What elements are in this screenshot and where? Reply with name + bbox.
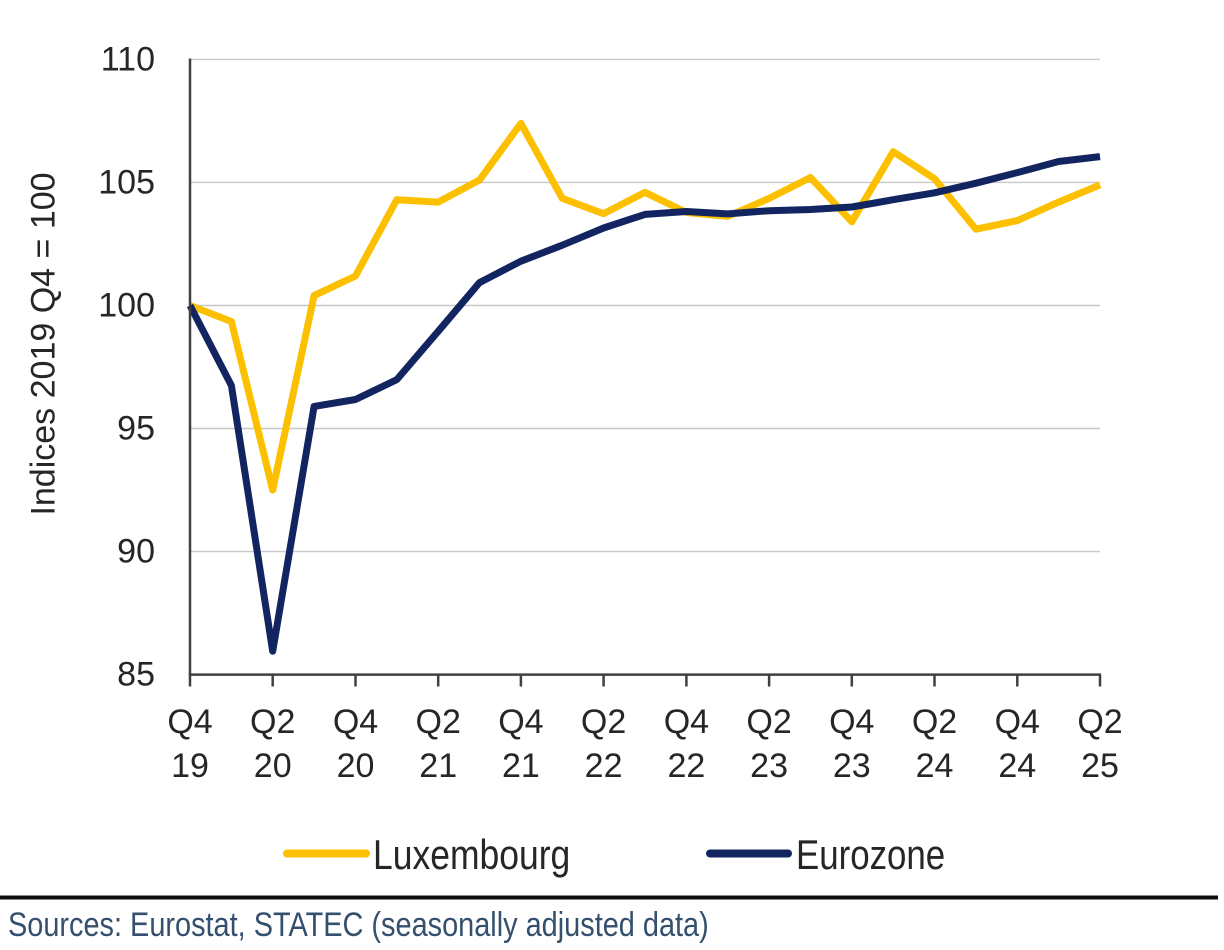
svg-text:Eurozone: Eurozone bbox=[796, 832, 945, 879]
svg-text:25: 25 bbox=[1081, 747, 1119, 785]
svg-text:Q2: Q2 bbox=[746, 703, 791, 741]
svg-text:Q2: Q2 bbox=[581, 703, 626, 741]
svg-text:19: 19 bbox=[171, 747, 209, 785]
svg-text:85: 85 bbox=[117, 656, 155, 694]
svg-text:Q4: Q4 bbox=[664, 703, 709, 741]
svg-text:Q2: Q2 bbox=[912, 703, 957, 741]
svg-text:Q2: Q2 bbox=[250, 703, 295, 741]
svg-text:Indices 2019 Q4 = 100: Indices 2019 Q4 = 100 bbox=[25, 172, 63, 515]
svg-text:23: 23 bbox=[833, 747, 871, 785]
svg-text:22: 22 bbox=[667, 747, 705, 785]
svg-text:21: 21 bbox=[502, 747, 540, 785]
svg-text:Q4: Q4 bbox=[829, 703, 874, 741]
svg-text:105: 105 bbox=[98, 163, 155, 201]
svg-text:Q4: Q4 bbox=[333, 703, 378, 741]
svg-text:22: 22 bbox=[585, 747, 623, 785]
svg-text:20: 20 bbox=[337, 747, 375, 785]
svg-text:23: 23 bbox=[750, 747, 788, 785]
svg-text:Q4: Q4 bbox=[995, 703, 1040, 741]
svg-text:24: 24 bbox=[916, 747, 954, 785]
svg-text:Luxembourg: Luxembourg bbox=[373, 832, 570, 878]
svg-text:Q2: Q2 bbox=[1077, 703, 1122, 741]
svg-text:20: 20 bbox=[254, 747, 292, 785]
svg-text:21: 21 bbox=[419, 747, 457, 785]
svg-text:100: 100 bbox=[98, 287, 155, 325]
svg-text:Q4: Q4 bbox=[498, 703, 543, 741]
svg-text:90: 90 bbox=[117, 533, 155, 571]
svg-text:24: 24 bbox=[998, 747, 1036, 785]
svg-text:Sources: Eurostat, STATEC (sea: Sources: Eurostat, STATEC (seasonally ad… bbox=[8, 905, 709, 944]
svg-text:Q4: Q4 bbox=[167, 703, 212, 741]
svg-text:95: 95 bbox=[117, 410, 155, 448]
svg-text:Q2: Q2 bbox=[416, 703, 461, 741]
svg-text:110: 110 bbox=[101, 40, 155, 78]
